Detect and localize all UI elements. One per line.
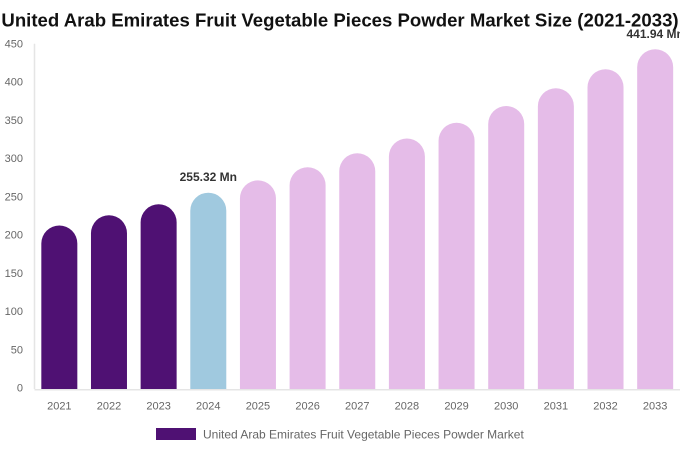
svg-text:2024: 2024 (196, 401, 220, 413)
svg-text:2021: 2021 (47, 401, 71, 413)
svg-text:2026: 2026 (295, 401, 319, 413)
svg-text:300: 300 (5, 153, 23, 165)
svg-text:2027: 2027 (345, 401, 369, 413)
svg-text:255.32 Mn: 255.32 Mn (180, 170, 237, 184)
svg-text:2031: 2031 (544, 401, 568, 413)
svg-text:350: 350 (5, 115, 23, 127)
svg-text:2023: 2023 (146, 401, 170, 413)
svg-text:2033: 2033 (643, 401, 667, 413)
svg-text:200: 200 (5, 230, 23, 242)
svg-text:United Arab Emirates Fruit Veg: United Arab Emirates Fruit Vegetable Pie… (203, 427, 524, 441)
svg-text:250: 250 (5, 191, 23, 203)
svg-text:400: 400 (5, 77, 23, 89)
svg-text:2032: 2032 (593, 401, 617, 413)
svg-text:2030: 2030 (494, 401, 518, 413)
svg-text:100: 100 (5, 306, 23, 318)
svg-text:150: 150 (5, 268, 23, 280)
svg-text:2025: 2025 (246, 401, 270, 413)
svg-text:United Arab Emirates Fruit Veg: United Arab Emirates Fruit Vegetable Pie… (1, 9, 678, 30)
svg-text:450: 450 (5, 38, 23, 50)
svg-text:0: 0 (17, 383, 23, 395)
svg-text:2029: 2029 (444, 401, 468, 413)
svg-text:50: 50 (11, 344, 23, 356)
svg-text:2022: 2022 (97, 401, 121, 413)
svg-text:2028: 2028 (395, 401, 419, 413)
svg-text:441.94 Mn: 441.94 Mn (626, 27, 680, 41)
